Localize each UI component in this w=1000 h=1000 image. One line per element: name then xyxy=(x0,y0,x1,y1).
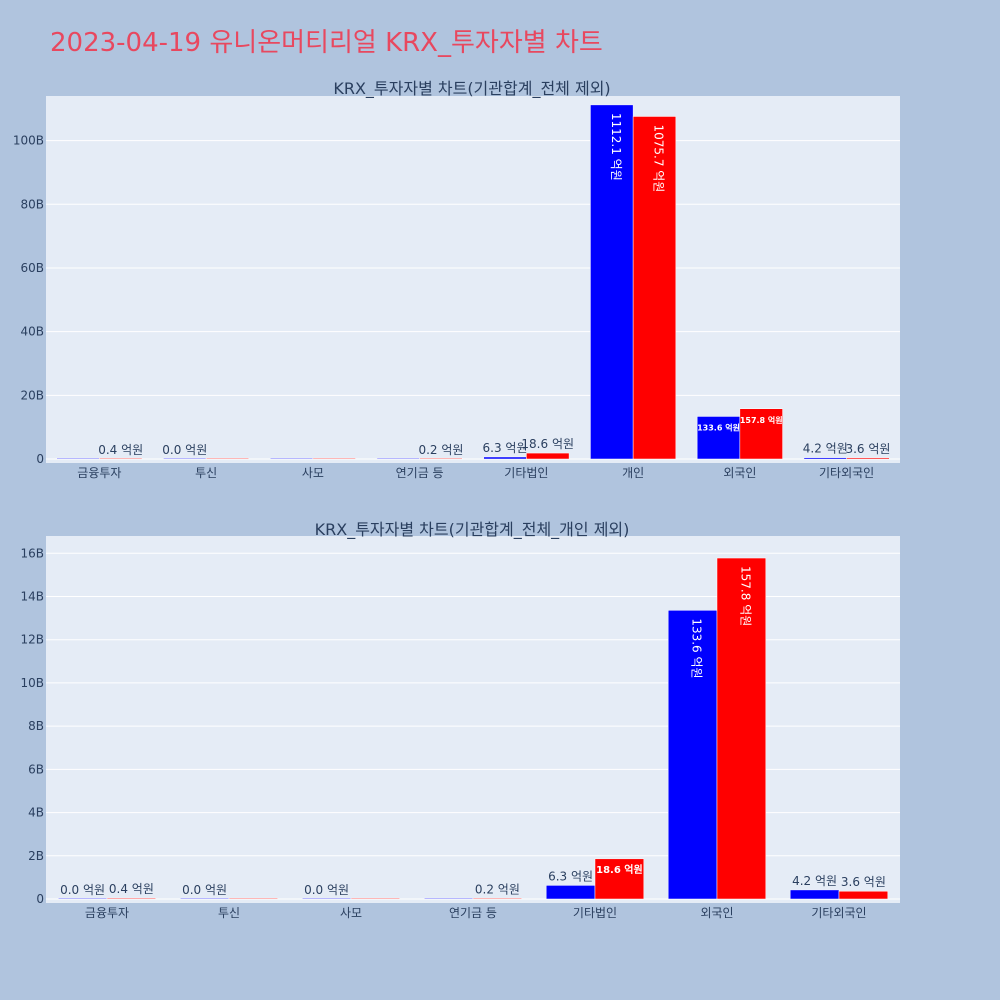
y-tick-label-1-6: 12B xyxy=(20,633,44,647)
data-label-0-1-0: 0.4 억원 xyxy=(98,443,143,457)
bar-0-0-0 xyxy=(56,457,100,460)
x-tick-label-0-1: 투신 xyxy=(195,466,217,480)
x-tick-label-1-2: 사모 xyxy=(340,906,362,920)
data-label-1-1-6: 3.6 억원 xyxy=(841,875,886,889)
bar-1-1-3 xyxy=(472,897,523,900)
bar-1-0-2 xyxy=(301,897,352,900)
bar-0-1-6 xyxy=(739,408,783,460)
bar-0-0-7 xyxy=(803,457,847,460)
y-tick-label-1-0: 0 xyxy=(36,892,44,906)
y-tick-label-0-0: 0 xyxy=(36,452,44,466)
plot-area-0 xyxy=(46,96,900,463)
y-tick-label-1-8: 16B xyxy=(20,546,44,560)
bar-1-1-1 xyxy=(228,897,279,900)
bar-0-0-1 xyxy=(163,457,207,460)
bar-1-0-0 xyxy=(57,897,108,900)
x-tick-label-0-2: 사모 xyxy=(302,466,324,480)
y-tick-label-0-1: 20B xyxy=(20,388,44,402)
data-label-1-1-4: 18.6 억원 xyxy=(596,863,643,876)
data-label-0-0-1: 0.0 억원 xyxy=(162,443,207,457)
y-tick-label-0-5: 100B xyxy=(13,134,44,148)
data-label-1-1-3: 0.2 억원 xyxy=(475,883,520,897)
y-tick-label-1-4: 8B xyxy=(28,719,44,733)
y-tick-label-1-1: 2B xyxy=(28,849,44,863)
bar-0-0-3 xyxy=(376,457,420,460)
x-tick-label-1-3: 연기금 등 xyxy=(449,906,497,920)
data-label-0-0-7: 4.2 억원 xyxy=(803,442,848,456)
plot-area-1 xyxy=(46,536,900,903)
bar-1-0-4 xyxy=(545,885,596,900)
bar-0-1-3 xyxy=(419,457,463,460)
data-label-1-0-6: 4.2 억원 xyxy=(792,874,837,888)
bar-0-1-2 xyxy=(312,457,356,460)
data-label-1-1-0: 0.4 억원 xyxy=(109,882,154,896)
bar-1-1-5 xyxy=(716,557,767,900)
data-label-0-1-5: 1075.7 억원 xyxy=(651,124,665,192)
data-label-0-0-5: 1112.1 억원 xyxy=(609,113,623,181)
y-tick-label-1-3: 6B xyxy=(28,762,44,776)
data-label-0-1-4: 18.6 억원 xyxy=(521,437,574,451)
bar-0-0-4 xyxy=(483,456,527,460)
data-label-1-0-4: 6.3 억원 xyxy=(548,869,593,883)
data-label-1-0-5: 133.6 억원 xyxy=(690,618,704,678)
bar-0-0-2 xyxy=(269,457,314,460)
data-label-1-0-2: 0.0 억원 xyxy=(304,883,349,897)
x-tick-label-1-1: 투신 xyxy=(218,906,240,920)
bar-1-0-3 xyxy=(423,897,474,900)
x-tick-label-1-6: 기타외국인 xyxy=(811,906,866,920)
y-tick-label-0-4: 80B xyxy=(20,197,44,211)
y-tick-label-1-5: 10B xyxy=(20,676,44,690)
bar-1-1-4 xyxy=(594,858,645,900)
bar-0-1-1 xyxy=(205,457,250,460)
chart-title-1: KRX_투자자별 차트(기관합계_전체_개인 제외) xyxy=(315,520,630,540)
bar-0-1-5 xyxy=(632,116,677,460)
data-label-1-0-1: 0.0 억원 xyxy=(182,883,227,897)
x-tick-label-0-7: 기타외국인 xyxy=(819,466,874,480)
x-tick-label-0-6: 외국인 xyxy=(723,466,756,480)
data-label-0-0-6: 133.6 억원 xyxy=(697,422,740,432)
page-title: 2023-04-19 유니온머티리얼 KRX_투자자별 차트 xyxy=(50,28,603,58)
data-label-1-1-5: 157.8 억원 xyxy=(738,566,752,626)
bar-1-0-1 xyxy=(179,897,230,900)
chart-title-0: KRX_투자자별 차트(기관합계_전체 제외) xyxy=(333,79,610,99)
x-tick-label-1-5: 외국인 xyxy=(700,906,733,920)
data-label-1-0-0: 0.0 억원 xyxy=(60,883,105,897)
bar-0-1-4 xyxy=(526,452,570,460)
bar-0-1-7 xyxy=(846,457,890,460)
data-label-0-1-6: 157.8 억원 xyxy=(740,415,783,425)
bar-1-1-2 xyxy=(350,897,401,900)
x-tick-label-0-5: 개인 xyxy=(622,466,644,480)
data-label-0-1-3: 0.2 억원 xyxy=(418,443,463,457)
data-label-0-1-7: 3.6 억원 xyxy=(845,442,890,456)
y-tick-label-1-7: 14B xyxy=(20,590,44,604)
x-tick-label-1-0: 금융투자 xyxy=(85,906,129,920)
bar-0-1-0 xyxy=(99,457,143,460)
x-tick-label-1-4: 기타법인 xyxy=(573,906,617,920)
y-tick-label-0-2: 40B xyxy=(20,325,44,339)
bar-1-0-6 xyxy=(789,889,840,900)
x-tick-label-0-4: 기타법인 xyxy=(504,466,548,480)
bar-1-1-6 xyxy=(838,890,889,900)
x-tick-label-0-3: 연기금 등 xyxy=(396,466,444,480)
bar-1-1-0 xyxy=(106,897,157,900)
bar-0-0-5 xyxy=(590,104,634,460)
y-tick-label-0-3: 60B xyxy=(20,261,44,275)
y-tick-label-1-2: 4B xyxy=(28,806,44,820)
x-tick-label-0-0: 금융투자 xyxy=(77,466,121,480)
data-label-0-0-4: 6.3 억원 xyxy=(483,441,528,455)
